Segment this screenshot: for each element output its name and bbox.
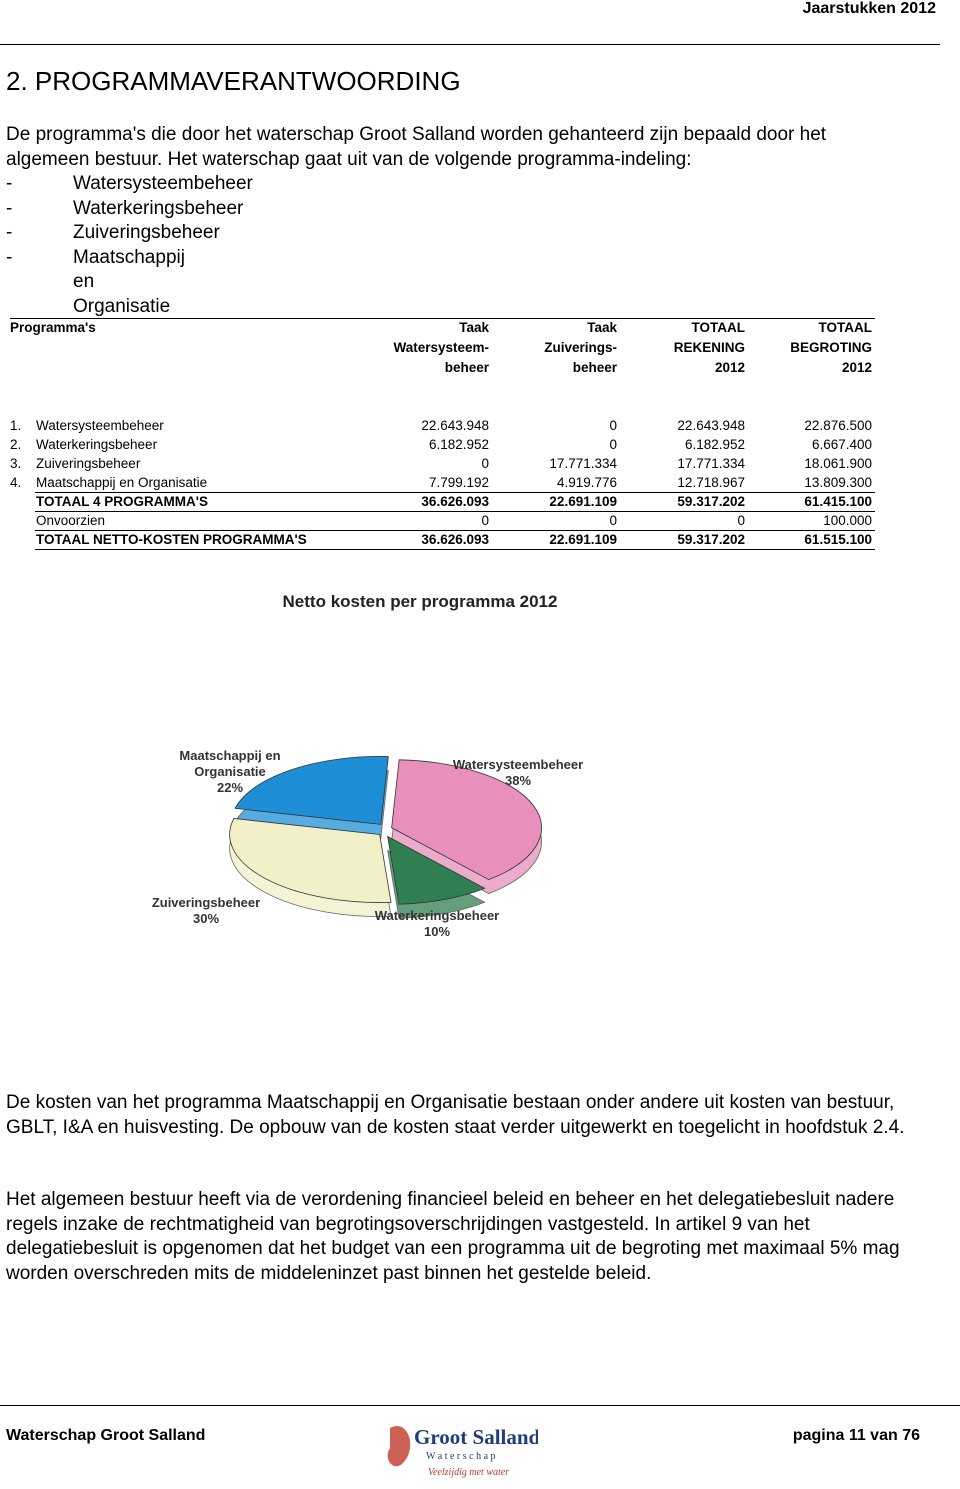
column-header: Watersysteem-	[393, 340, 489, 355]
paragraph: Het algemeen bestuur heeft via de verord…	[6, 1189, 900, 1284]
pie-category: Waterkeringsbeheer	[374, 908, 500, 923]
row-label: TOTAAL NETTO-KOSTEN PROGRAMMA'S	[36, 532, 307, 547]
pie-category: Watersysteembeheer	[452, 757, 584, 772]
cell-value: 0	[609, 437, 617, 452]
row-number: 2.	[10, 437, 22, 452]
logo: Groot Salland W a t e r s c h a p Veelzi…	[387, 1425, 538, 1478]
cell-value: 18.061.900	[804, 456, 872, 471]
pie-label: Zuiveringsbeheer 30%	[136, 895, 276, 927]
row-rule	[35, 511, 875, 512]
column-header: REKENING	[673, 340, 745, 355]
pie-label: Watersysteembeheer 38%	[448, 757, 588, 789]
list-text: Zuiveringsbeheer	[73, 222, 220, 243]
heading: 2. PROGRAMMAVERANTWOORDING	[6, 66, 461, 96]
logo-slogan: Veelzijdig met water	[428, 1467, 509, 1478]
row-number: 4.	[10, 475, 22, 490]
list-marker: -	[6, 173, 13, 194]
row-number: 3.	[10, 456, 22, 471]
column-header: TOTAAL	[691, 320, 746, 335]
column-header: Zuiverings-	[544, 340, 617, 355]
cell-value: 22.691.109	[549, 532, 617, 547]
cell-value: 12.718.967	[677, 475, 745, 490]
row-label: Watersysteembeheer	[36, 418, 164, 433]
list-marker: -	[6, 197, 13, 219]
cell-value: 0	[609, 513, 617, 528]
cell-value: 17.771.334	[549, 456, 617, 471]
slice	[229, 818, 392, 903]
row-number: 1.	[10, 418, 22, 433]
cell-value: 59.317.202	[677, 494, 745, 509]
cell-value: 22.643.948	[677, 418, 745, 433]
chart-title: Netto kosten per programma 2012	[282, 592, 558, 611]
cell-value: 36.626.093	[421, 494, 489, 509]
footer-rule	[0, 1405, 960, 1406]
column-header: Taak	[459, 320, 489, 335]
row-label: Zuiveringsbeheer	[36, 456, 141, 471]
row-rule	[35, 492, 875, 493]
list-text: Waterkeringsbeheer	[73, 197, 244, 219]
pie-label: Maatschappij en Organisatie 22%	[160, 748, 300, 796]
cell-value: 59.317.202	[677, 532, 745, 547]
column-header: beheer	[444, 360, 489, 375]
cell-value: 4.919.776	[556, 475, 617, 490]
slice	[387, 835, 486, 905]
cell-value: 6.182.952	[684, 437, 745, 452]
pie-category: Zuiveringsbeheer	[151, 895, 261, 910]
cell-value: 100.000	[823, 513, 872, 528]
cell-value: 0	[481, 513, 489, 528]
row-label: Maatschappij en Organisatie	[36, 475, 208, 490]
row-rule	[35, 530, 875, 531]
cell-value: 61.415.100	[804, 494, 872, 509]
pie-label: Waterkeringsbeheer 10%	[362, 908, 512, 940]
row-rule	[35, 549, 875, 550]
column-header: 2012	[714, 360, 745, 375]
intro-text: De programma's die door het waterschap G…	[6, 124, 827, 170]
cell-value: 6.667.400	[811, 437, 872, 452]
list-marker: -	[6, 222, 13, 243]
table: Programma's Taak Watersysteem-beheer Taak Zu…	[0, 0, 960, 560]
row-label: TOTAAL 4 PROGRAMMA'S	[36, 494, 208, 509]
list-marker: -	[6, 246, 13, 268]
cell-value: 13.809.300	[804, 475, 872, 490]
cell-value: 6.182.952	[428, 437, 489, 452]
pie-value-label: 30%	[192, 911, 220, 926]
slice	[391, 759, 543, 881]
header-rule	[0, 44, 940, 45]
row-label: Waterkeringsbeheer	[36, 437, 158, 452]
cell-value: 0	[609, 418, 617, 433]
pie-category: Maatschappij en Organisatie	[179, 748, 281, 779]
footer-left: Waterschap Groot Salland	[6, 1427, 206, 1444]
cell-value: 22.643.948	[421, 418, 489, 433]
logo-name: Groot Salland	[414, 1425, 538, 1449]
paragraph: De kosten van het programma Maatschappij…	[6, 1092, 905, 1138]
cell-value: 7.799.192	[428, 475, 489, 490]
cell-value: 22.691.109	[549, 494, 617, 509]
pie-value-label: 10%	[423, 924, 451, 939]
pie-value-label: 38%	[504, 773, 532, 788]
column-header: BEGROTING	[790, 340, 872, 355]
column-header: beheer	[572, 360, 617, 375]
column-header: 2012	[841, 360, 872, 375]
column-header: Taak	[587, 320, 617, 335]
cell-value: 22.876.500	[804, 418, 872, 433]
row-label: Onvoorzien	[36, 513, 106, 528]
cell-value: 36.626.093	[421, 532, 489, 547]
logo-icon	[387, 1426, 411, 1467]
cell-value: 0	[737, 513, 745, 528]
logo-sub: W a t e r s c h a p	[426, 1451, 496, 1462]
pie-value-label: 22%	[216, 780, 244, 795]
header-title: Jaarstukken 2012	[802, 0, 936, 17]
table-rule	[10, 318, 875, 319]
cell-value: 0	[481, 456, 489, 471]
cell-value: 17.771.334	[677, 456, 745, 471]
column-header: Programma's	[10, 320, 96, 335]
footer-right: pagina 11 van 76	[792, 1427, 920, 1444]
column-header: TOTAAL	[818, 320, 873, 335]
slice	[234, 755, 389, 825]
list-text: Maatschappij en Organisatie	[73, 246, 185, 317]
cell-value: 61.515.100	[804, 532, 872, 547]
pie-chart	[229, 755, 543, 919]
list-text: Watersysteembeheer	[73, 173, 253, 194]
